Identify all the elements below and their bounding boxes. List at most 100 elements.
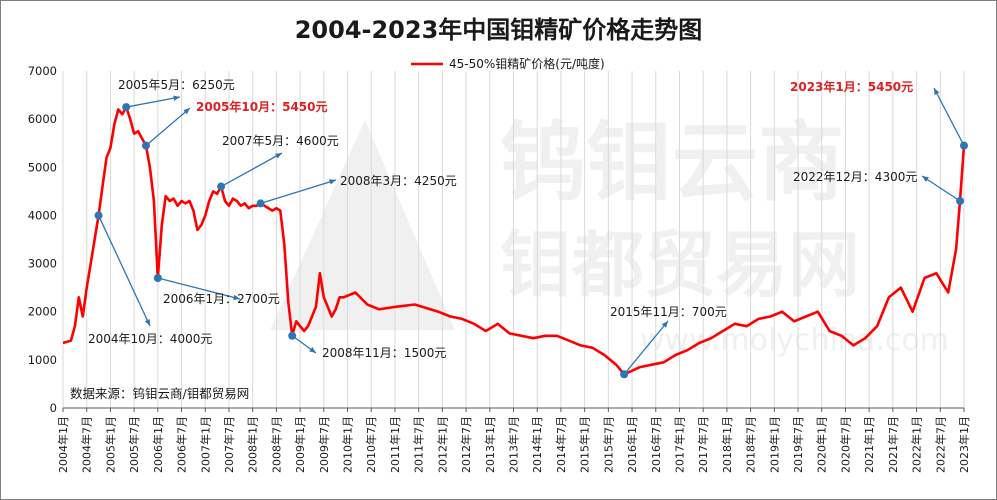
x-tick-label: 2022年1月 xyxy=(910,416,924,473)
annotation-marker xyxy=(960,141,968,150)
annotation-arrowhead xyxy=(233,294,240,301)
annotation-arrowhead xyxy=(275,153,282,159)
annotation-arrow xyxy=(260,179,337,205)
watermark-logo-shape xyxy=(270,120,455,330)
x-tick-label: 2009年7月 xyxy=(317,416,331,473)
y-tick-label: 3000 xyxy=(28,257,57,271)
y-tick-label: 1000 xyxy=(28,353,57,367)
annotation-marker xyxy=(288,331,297,340)
annotation-label: 2008年3月：4250元 xyxy=(340,174,457,188)
annotation-label: 2015年11月：700元 xyxy=(610,305,727,319)
x-tick-label: 2009年1月 xyxy=(293,416,307,473)
x-tick-label: 2014年1月 xyxy=(530,416,544,473)
x-tick-label: 2022年7月 xyxy=(933,416,947,473)
y-tick-label: 7000 xyxy=(28,64,57,78)
annotation-label: 2005年5月：6250元 xyxy=(118,78,235,92)
x-tick-label: 2018年7月 xyxy=(744,416,758,473)
legend-label: 45-50%钼精矿价格(元/吨度) xyxy=(449,56,605,71)
x-tick-label: 2004年1月 xyxy=(56,416,70,473)
annotation-label: 2008年11月：1500元 xyxy=(322,346,446,360)
y-tick-labels: 0 1000 2000 3000 4000 5000 6000 7000 xyxy=(28,64,57,415)
annotation-label: 2005年10月：5450元 xyxy=(196,99,328,114)
annotation-arrowhead xyxy=(144,319,150,326)
x-tick-label: 2006年1月 xyxy=(151,416,165,473)
x-tick-labels: 2004年1月 2004年7月 2005年1月 2005年7月 2006年1月 2006年… xyxy=(56,408,971,473)
x-tick-label: 2021年1月 xyxy=(862,416,876,473)
watermark-text-3: www.molychina.com xyxy=(640,323,949,358)
annotation-marker xyxy=(620,370,629,379)
annotation-arrow xyxy=(145,107,191,147)
annotation-arrow xyxy=(933,87,965,146)
annotation-marker xyxy=(141,141,150,150)
x-tick-label: 2007年7月 xyxy=(222,416,236,473)
y-tick-label: 5000 xyxy=(28,160,57,174)
x-tick-label: 2016年1月 xyxy=(625,416,639,473)
x-tick-label: 2012年7月 xyxy=(459,416,473,473)
source-note: 数据来源：钨钼云商/钼都贸易网 xyxy=(70,386,250,401)
x-tick-label: 2011年7月 xyxy=(412,416,426,473)
y-tick-label: 6000 xyxy=(28,112,57,126)
x-tick-label: 2004年7月 xyxy=(80,416,94,473)
annotation-arrowhead xyxy=(183,108,190,115)
annotation-label: 2022年12月：4300元 xyxy=(793,170,917,184)
y-tick-label: 4000 xyxy=(28,208,57,222)
annotation-arrowhead xyxy=(329,179,336,185)
annotation-marker xyxy=(217,182,226,191)
annotation-marker xyxy=(122,103,131,112)
x-tick-label: 2016年7月 xyxy=(649,416,663,473)
annotation-arrow xyxy=(126,96,181,108)
x-tick-label: 2011年1月 xyxy=(388,416,402,473)
grid-lines xyxy=(62,71,965,408)
y-tick-label: 0 xyxy=(50,401,57,415)
x-tick-label: 2013年7月 xyxy=(507,416,521,473)
x-tick-label: 2013年1月 xyxy=(483,416,497,473)
x-tick-label: 2007年1月 xyxy=(198,416,212,473)
x-tick-label: 2005年7月 xyxy=(127,416,141,473)
annotation-label: 2023年1月：5450元 xyxy=(790,79,913,94)
annotation-arrowhead xyxy=(173,95,180,101)
annotation-label: 2007年5月：4600元 xyxy=(222,134,339,148)
x-tick-label: 2015年7月 xyxy=(601,416,615,473)
annotations: 2004年10月：4000元 2005年5月：6250元 2005年10月：5450… xyxy=(88,78,968,379)
x-tick-label: 2017年7月 xyxy=(696,416,710,473)
chart-title: 2004-2023年中国钼精矿价格走势图 xyxy=(294,16,703,44)
x-tick-label: 2005年1月 xyxy=(103,416,117,473)
x-tick-label: 2010年7月 xyxy=(364,416,378,473)
x-tick-label: 2008年1月 xyxy=(246,416,260,473)
legend: 45-50%钼精矿价格(元/吨度) xyxy=(411,56,605,71)
x-tick-label: 2008年7月 xyxy=(269,416,283,473)
annotation-arrowhead xyxy=(922,176,929,182)
x-tick-label: 2021年7月 xyxy=(886,416,900,473)
x-tick-label: 2023年1月 xyxy=(957,416,971,473)
annotation-arrowhead xyxy=(934,88,940,95)
annotation-label: 2006年1月：2700元 xyxy=(163,292,280,306)
annotation-arrow xyxy=(220,152,283,188)
annotation-arrowhead xyxy=(309,347,316,353)
x-tick-label: 2012年1月 xyxy=(435,416,449,473)
x-tick-label: 2020年1月 xyxy=(815,416,829,473)
y-tick-label: 2000 xyxy=(28,305,57,319)
annotation-arrow xyxy=(921,175,961,202)
annotation-arrow xyxy=(623,320,669,375)
annotation-arrowhead xyxy=(661,321,668,328)
annotation-marker xyxy=(256,199,265,208)
x-tick-label: 2015年1月 xyxy=(578,416,592,473)
annotation-marker xyxy=(94,211,103,220)
annotation-marker xyxy=(956,196,965,205)
annotation-arrow xyxy=(97,215,151,327)
x-tick-label: 2010年1月 xyxy=(341,416,355,473)
x-tick-label: 2018年1月 xyxy=(720,416,734,473)
watermark-text-1: 钨钼云商 xyxy=(500,113,844,213)
x-tick-label: 2019年1月 xyxy=(767,416,781,473)
watermark-text-2: 钼都贸易网 xyxy=(500,223,860,307)
x-tick-label: 2019年7月 xyxy=(791,416,805,473)
annotation-arrow xyxy=(157,277,241,300)
annotation-marker xyxy=(153,274,162,283)
x-tick-label: 2020年7月 xyxy=(838,416,852,473)
x-tick-label: 2006年7月 xyxy=(175,416,189,473)
x-tick-label: 2014年7月 xyxy=(554,416,568,473)
x-tick-label: 2017年1月 xyxy=(672,416,686,473)
